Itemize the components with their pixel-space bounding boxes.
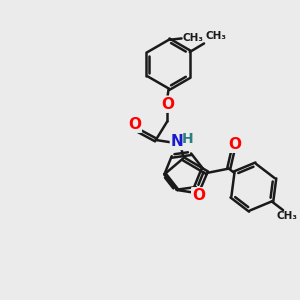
- Text: CH₃: CH₃: [183, 33, 204, 43]
- Text: CH₃: CH₃: [277, 211, 298, 221]
- Text: O: O: [228, 137, 241, 152]
- Text: H: H: [182, 132, 193, 145]
- Text: O: O: [192, 188, 205, 203]
- Text: CH₃: CH₃: [206, 31, 226, 40]
- Text: O: O: [161, 97, 174, 112]
- Text: O: O: [128, 117, 141, 132]
- Text: N: N: [171, 134, 184, 149]
